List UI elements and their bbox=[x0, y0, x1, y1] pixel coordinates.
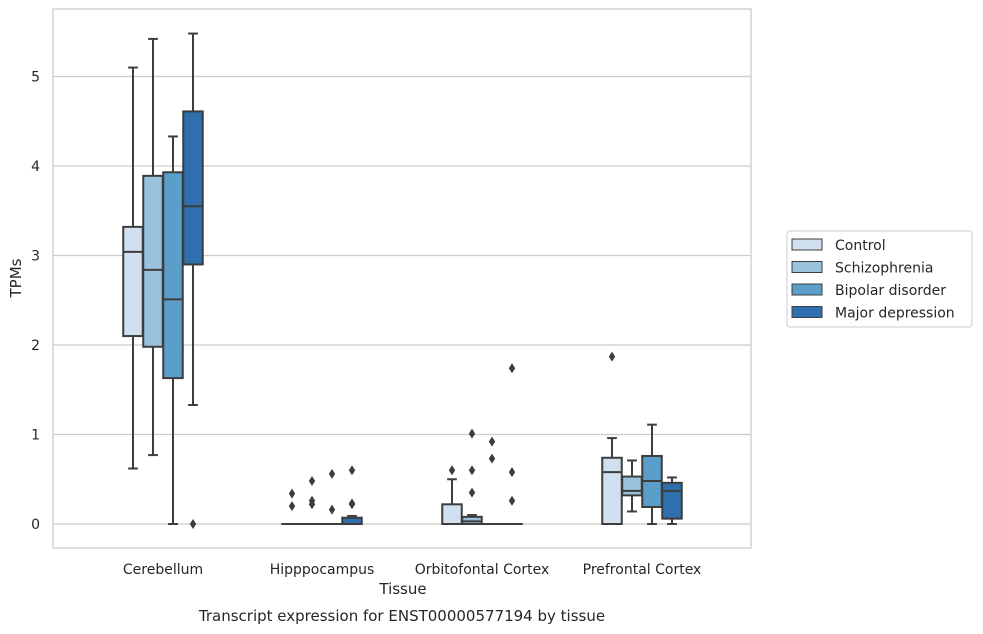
legend-swatch bbox=[791, 306, 823, 318]
box-control bbox=[441, 465, 463, 525]
box-bipolar-disorder bbox=[481, 436, 503, 526]
y-tick-label: 1 bbox=[31, 428, 40, 444]
x-tick-label: Hipppocampus bbox=[270, 562, 375, 578]
box-schizophrenia bbox=[461, 428, 483, 526]
outlier-point bbox=[288, 501, 296, 512]
legend-frame bbox=[786, 230, 973, 328]
outlier-point bbox=[308, 476, 316, 487]
box-iqr bbox=[142, 174, 164, 348]
x-tick-label: Prefrontal Cortex bbox=[583, 562, 702, 578]
box-schizophrenia bbox=[142, 37, 164, 457]
legend-label: Major depression bbox=[835, 306, 955, 322]
legend-swatch bbox=[791, 283, 823, 296]
y-axis-label: TPMs bbox=[7, 258, 25, 298]
outlier-point bbox=[468, 465, 476, 476]
outlier-point bbox=[308, 495, 316, 506]
y-tick-label: 0 bbox=[31, 517, 40, 533]
box-major-depression bbox=[341, 465, 363, 525]
box-control bbox=[122, 66, 144, 470]
box-bipolar-disorder bbox=[641, 423, 663, 525]
legend-label: Schizophrenia bbox=[835, 261, 933, 277]
box-iqr bbox=[122, 225, 144, 338]
outlier-point bbox=[468, 428, 476, 439]
outlier-point bbox=[448, 465, 456, 476]
box-iqr bbox=[661, 481, 683, 520]
box-control bbox=[601, 351, 623, 525]
y-tick-label: 4 bbox=[31, 159, 40, 175]
y-tick-label: 2 bbox=[31, 338, 40, 354]
outlier-point bbox=[508, 363, 516, 374]
outlier-point bbox=[328, 468, 336, 479]
legend-swatch bbox=[791, 261, 823, 273]
x-axis-label: Tissue bbox=[378, 580, 426, 598]
y-tick-label: 3 bbox=[31, 249, 40, 265]
box-iqr bbox=[621, 475, 643, 497]
outlier-point bbox=[348, 465, 356, 476]
x-tick-labels: Cerebellum Hipppocampus Orbitofontal Corte… bbox=[123, 562, 701, 578]
outlier-point bbox=[488, 453, 496, 464]
box-major-depression bbox=[182, 32, 204, 529]
box-iqr bbox=[441, 503, 463, 525]
outlier-point bbox=[348, 498, 356, 509]
x-tick-label: Orbitofontal Cortex bbox=[415, 562, 550, 578]
y-tick-label: 5 bbox=[31, 70, 40, 86]
box-schizophrenia bbox=[621, 459, 643, 513]
outlier-point bbox=[488, 436, 496, 447]
box-iqr bbox=[182, 110, 204, 266]
outlier-point bbox=[189, 519, 197, 529]
legend-label: Bipolar disorder bbox=[835, 283, 946, 299]
legend-swatch bbox=[791, 238, 823, 251]
box-major-depression bbox=[661, 476, 683, 525]
y-tick-labels: 0 1 2 3 4 5 bbox=[31, 70, 40, 534]
outlier-point bbox=[328, 504, 336, 515]
legend-label: Control bbox=[835, 238, 886, 254]
box-bipolar-disorder bbox=[321, 468, 343, 526]
box-iqr bbox=[601, 456, 623, 525]
box-major-depression bbox=[501, 363, 523, 526]
chart-caption: Transcript expression for ENST0000057719… bbox=[198, 607, 605, 625]
plot-boxes bbox=[122, 32, 683, 529]
box-control bbox=[281, 488, 303, 526]
box-bipolar-disorder bbox=[162, 135, 184, 525]
box-schizophrenia bbox=[301, 476, 323, 526]
outlier-point bbox=[508, 495, 516, 506]
plot-frame bbox=[52, 8, 752, 549]
legend: Control Schizophrenia Bipolar disorder Majo… bbox=[786, 230, 973, 328]
outlier-point bbox=[608, 351, 616, 362]
box-iqr bbox=[162, 171, 184, 380]
outlier-point bbox=[468, 487, 476, 498]
x-tick-label: Cerebellum bbox=[123, 562, 203, 578]
outlier-point bbox=[288, 488, 296, 499]
outlier-point bbox=[508, 467, 516, 478]
